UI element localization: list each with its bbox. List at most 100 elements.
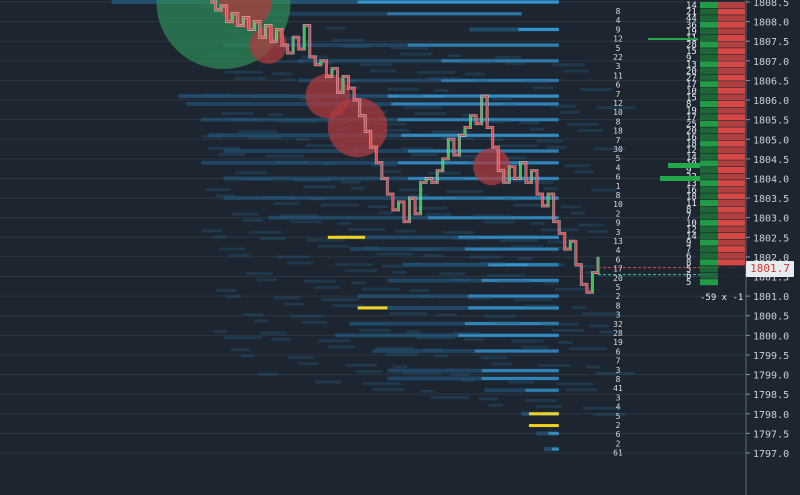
heatmap-band — [484, 388, 559, 393]
heatmap-cell — [486, 273, 525, 277]
heatmap-cell — [234, 76, 267, 80]
ladder-ask-cell — [718, 186, 745, 193]
dom-size-label: 7 — [616, 357, 621, 366]
heatmap-cell — [218, 153, 245, 157]
ladder-ask-cell — [718, 233, 745, 239]
y-tick-label: 1798.0 — [753, 410, 789, 421]
liquidity-heatmap — [111, 0, 636, 452]
heatmap-cell — [433, 354, 448, 358]
ladder-size-label: 9 — [686, 239, 691, 249]
ladder-ask-cell — [718, 140, 745, 147]
heatmap-cell — [425, 212, 452, 216]
heatmap-cell — [229, 253, 250, 257]
dom-size-label: 2 — [616, 292, 621, 301]
dom-size-label: 2 — [616, 439, 621, 448]
large-order-marker — [357, 306, 388, 310]
ladder-ask-cell — [718, 252, 745, 259]
heatmap-cell — [201, 134, 222, 138]
dom-size-label: 6 — [616, 173, 621, 182]
heatmap-band — [298, 58, 559, 63]
heatmap-cell — [511, 339, 544, 343]
heatmap-cell — [521, 345, 548, 349]
heatmap-cell — [381, 264, 402, 268]
heatmap-cell — [483, 220, 516, 224]
ladder-bid-cell — [700, 107, 718, 114]
heatmap-cell — [522, 80, 549, 84]
heatmap-cell — [273, 201, 300, 205]
heatmap-cell — [483, 315, 516, 319]
heatmap-cell — [491, 362, 512, 366]
y-tick-label: 1799.5 — [753, 351, 789, 362]
dom-size-label: 5 — [616, 44, 621, 53]
heatmap-cell — [524, 304, 557, 308]
heatmap-level — [387, 94, 559, 98]
heatmap-cell — [532, 86, 553, 90]
ladder-bid-cell — [700, 266, 718, 272]
y-tick-label: 1804.0 — [753, 174, 789, 185]
heatmap-cell — [519, 121, 540, 125]
ladder-bid-cell — [700, 213, 718, 220]
heatmap-cell — [551, 328, 584, 332]
dom-size-label: 8 — [616, 117, 621, 126]
y-tick-label: 1802.0 — [753, 253, 789, 264]
heatmap-cell — [401, 147, 434, 151]
heatmap-level — [468, 294, 559, 298]
price-series — [210, 0, 746, 294]
dom-size-label: 3 — [616, 311, 621, 320]
heatmap-cell — [273, 296, 300, 300]
ladder-bid-cell — [700, 8, 718, 15]
heatmap-cell — [279, 119, 318, 123]
heatmap-cell — [361, 287, 400, 291]
heatmap-cell — [373, 122, 406, 126]
heatmap-level — [391, 102, 559, 106]
heatmap-cell — [596, 371, 635, 375]
price-axis[interactable]: 1808.5 1808.0 1807.5 1807.0 1806.5 1806.0 1805… — [745, 0, 789, 495]
heatmap-cell — [563, 69, 590, 73]
heatmap-cell — [492, 96, 513, 100]
dom-size-label: 8 — [616, 7, 621, 16]
heatmap-level — [407, 43, 559, 47]
large-orders — [327, 235, 559, 428]
ladder-bid-cell — [700, 87, 718, 94]
heatmap-cell — [375, 346, 414, 350]
dom-size-label: 41 — [613, 384, 623, 393]
dom-size-label: 32 — [613, 320, 623, 329]
heatmap-cell — [450, 372, 471, 376]
heatmap-band — [469, 27, 559, 32]
heatmap-band — [387, 368, 559, 373]
heatmap-cell — [458, 60, 497, 64]
ladder-volume-bar — [648, 38, 698, 40]
ladder-size-label: 21 — [686, 8, 697, 18]
heatmap-cell — [323, 162, 338, 166]
heatmap-cell — [398, 188, 425, 192]
heatmap-cell — [555, 382, 594, 386]
heatmap-cell — [358, 328, 391, 332]
dom-size-label: 7 — [616, 90, 621, 99]
ladder-bid-cell — [700, 173, 718, 180]
dom-size-label: 4 — [616, 246, 621, 255]
heatmap-cell — [390, 46, 429, 50]
ladder-bid-cell — [700, 120, 718, 127]
ladder-size-label: 9 — [686, 54, 691, 64]
heatmap-cell — [469, 255, 502, 259]
heatmap-band — [543, 447, 559, 452]
heatmap-level — [488, 263, 559, 267]
last-price-badge: 1801.7 — [746, 261, 794, 277]
dom-size-label: 8 — [616, 375, 621, 384]
ladder-size-label: 18 — [686, 140, 697, 150]
heatmap-band — [223, 149, 559, 154]
ladder-ask-cell — [718, 272, 745, 279]
ladder-bid-cell — [700, 160, 718, 167]
heatmap-band — [223, 196, 559, 201]
heatmap-cell — [420, 389, 435, 393]
ladder-size-label: 8 — [686, 100, 691, 110]
heatmap-cell — [301, 320, 328, 324]
heatmap-cell — [320, 203, 359, 207]
ladder-size-label: 15 — [686, 93, 697, 103]
y-tick-label: 1801.5 — [753, 273, 789, 284]
heatmap-level — [458, 333, 559, 337]
heatmap-cell — [359, 63, 392, 67]
ladder-size-label: 12 — [686, 146, 697, 156]
